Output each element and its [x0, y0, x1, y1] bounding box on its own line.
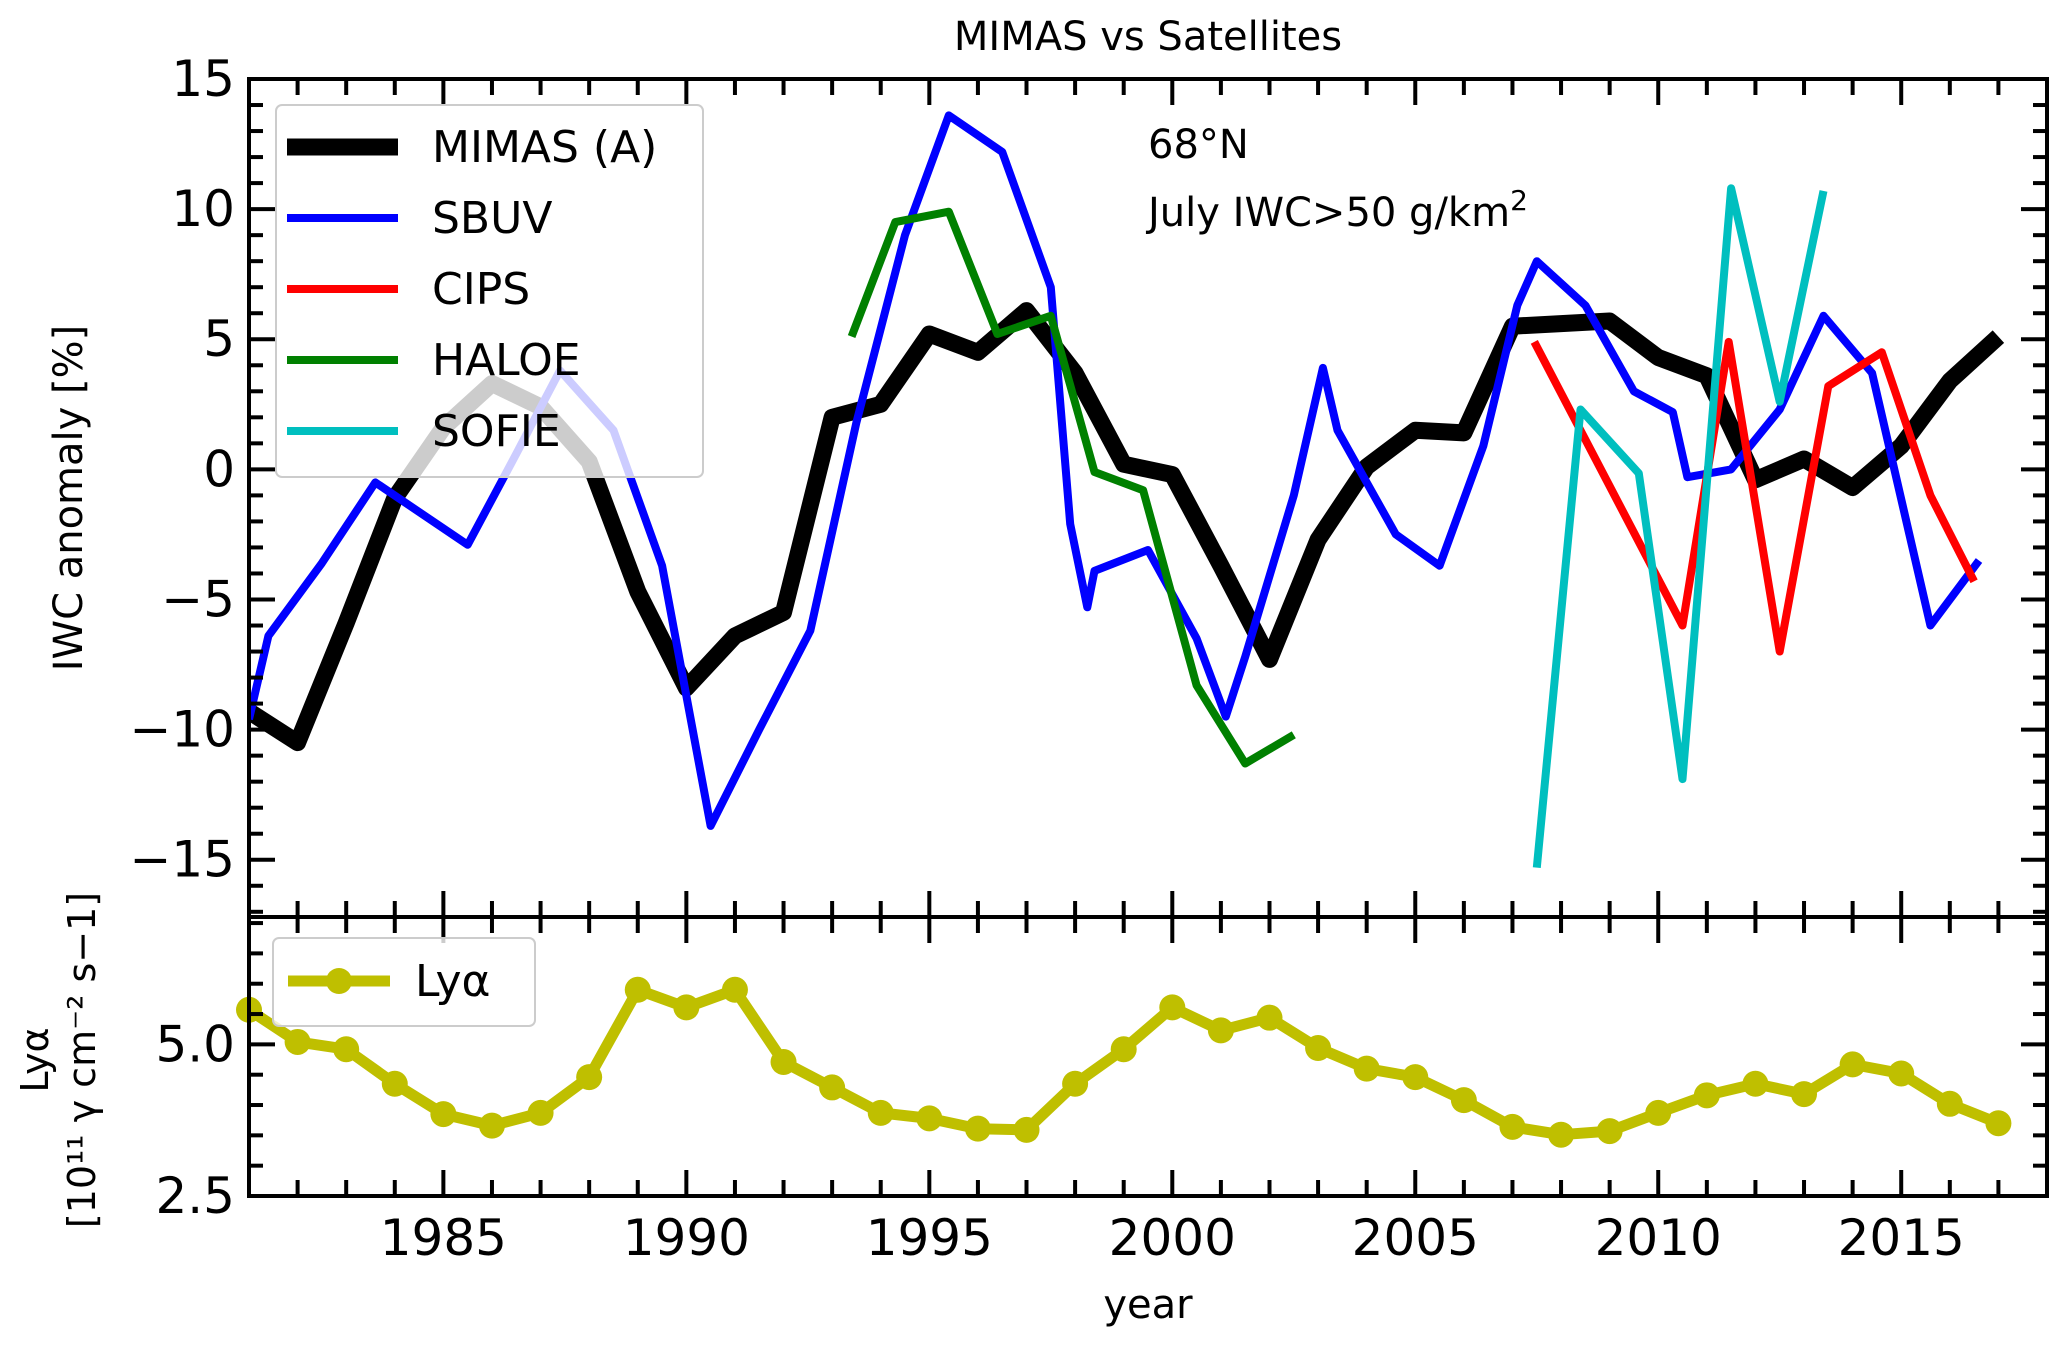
ytick-label: −10 — [129, 701, 235, 759]
lya-point — [1305, 1035, 1332, 1062]
lya-point — [819, 1074, 846, 1101]
lya-point — [1596, 1118, 1623, 1145]
ytick-label: −15 — [129, 831, 235, 889]
lya-point — [1062, 1070, 1089, 1097]
annotation-latitude: 68°N — [1148, 122, 1249, 168]
upper-ytick-labels: 15 10 5 0 −5 −10 −15 — [129, 50, 235, 889]
lya-point — [284, 1028, 311, 1055]
legend-label: SOFIE — [432, 406, 561, 457]
lya-point — [1888, 1060, 1915, 1087]
ytick-label: −5 — [161, 570, 235, 628]
xtick-label: 2010 — [1595, 1209, 1722, 1267]
lya-point — [1693, 1082, 1720, 1109]
lya-point — [1256, 1004, 1283, 1031]
annotation-condition-sup: 2 — [1510, 184, 1528, 217]
lya-point — [1499, 1113, 1526, 1140]
lower-ytick-labels: 2.5 5.0 — [155, 1015, 235, 1225]
upper-legend-box — [275, 104, 704, 478]
legend-label: MIMAS (A) — [432, 122, 657, 173]
lya-point — [624, 976, 651, 1003]
legend-marker — [326, 968, 352, 994]
ytick-label: 0 — [203, 440, 235, 498]
ytick-label: 5.0 — [155, 1015, 235, 1073]
lya-point — [964, 1115, 991, 1142]
lya-point — [1936, 1090, 1963, 1117]
ytick-label: 2.5 — [155, 1167, 235, 1225]
lya-point — [1013, 1116, 1040, 1143]
legend-label: SBUV — [432, 193, 552, 244]
lower-frame — [247, 915, 2049, 1198]
chart-title: MIMAS vs Satellites — [954, 14, 1342, 60]
x-axis-label: year — [1103, 1282, 1193, 1328]
lya-point — [1159, 994, 1186, 1021]
lya-point — [1207, 1017, 1234, 1044]
lya-point — [1353, 1055, 1380, 1082]
ytick-label: 5 — [203, 310, 235, 368]
lya-point — [1985, 1110, 2012, 1137]
xtick-label: 2005 — [1352, 1209, 1479, 1267]
lower-legend: Lyα — [272, 937, 536, 1027]
upper-panel: 15 10 5 0 −5 −10 −15 IWC anomaly [%] 68°N July… — [46, 50, 2049, 919]
xtick-label: 2015 — [1838, 1209, 1965, 1267]
legend-label: Lyα — [415, 956, 491, 1007]
lower-ylabel-line2: [10¹¹ γ cm⁻² s−1] — [60, 892, 104, 1228]
xtick-label: 1990 — [623, 1209, 750, 1267]
ytick-label: 15 — [171, 50, 235, 108]
legend-label: CIPS — [432, 264, 530, 315]
lya-point — [1548, 1121, 1575, 1148]
lower-panel: 2.55.0 1985 1990 1995 2000 2005 2010 2015 Lyα … — [13, 892, 2049, 1328]
annotation-condition: July IWC>50 g/km2 — [1145, 184, 1528, 236]
xtick-label: 1985 — [380, 1209, 507, 1267]
lya-point — [1791, 1081, 1818, 1108]
lya-point — [916, 1105, 943, 1132]
lya-point — [1645, 1099, 1672, 1126]
lya-point — [478, 1112, 505, 1139]
xtick-label: 2000 — [1109, 1209, 1236, 1267]
lower-series-group — [236, 976, 2012, 1148]
upper-ticks — [247, 77, 2049, 917]
lower-ylabel-line1: Lyα — [13, 1027, 57, 1092]
lower-ticks — [247, 917, 2049, 1198]
lya-point — [1110, 1036, 1137, 1063]
lya-point — [527, 1099, 554, 1126]
lya-point — [673, 994, 700, 1021]
upper-ylabel: IWC anomaly [%] — [46, 325, 92, 672]
series-line-cips — [1530, 337, 1978, 656]
lya-point — [1402, 1064, 1429, 1091]
lya-point — [333, 1036, 360, 1063]
lya-point — [721, 976, 748, 1003]
lya-point — [430, 1101, 457, 1128]
lya-point — [1450, 1087, 1477, 1114]
lya-point — [867, 1099, 894, 1126]
xtick-label: 1995 — [866, 1209, 993, 1267]
ytick-label: 10 — [171, 180, 235, 238]
series-line-sofie — [1532, 184, 1828, 868]
lya-point — [576, 1064, 603, 1091]
legend-label: HALOE — [432, 335, 581, 386]
upper-legend: MIMAS (A) SBUV CIPS HALOE SOFIE — [275, 104, 704, 478]
xtick-labels: 1985 1990 1995 2000 2005 2010 2015 — [380, 1209, 1965, 1267]
lya-point — [1742, 1070, 1769, 1097]
lya-point — [381, 1070, 408, 1097]
annotation-condition-text: July IWC>50 g/km — [1145, 190, 1510, 236]
series-line-haloe — [847, 207, 1296, 768]
lya-point — [1839, 1051, 1866, 1078]
lower-legend-box — [272, 937, 536, 1027]
lya-point — [770, 1048, 797, 1075]
